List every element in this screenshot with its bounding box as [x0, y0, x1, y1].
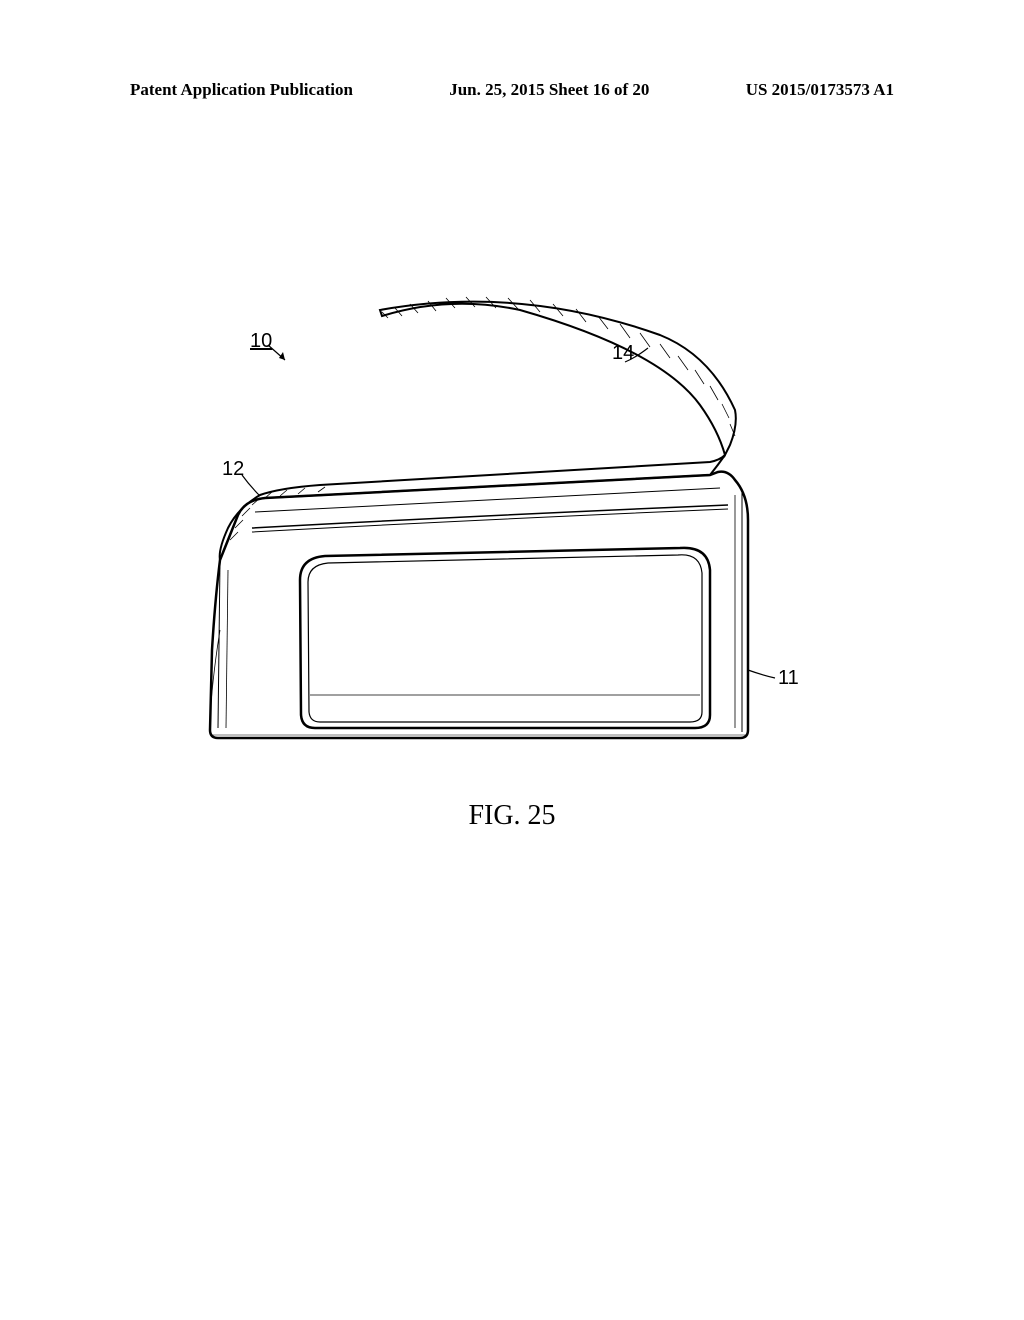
- reference-label-10: 10: [250, 330, 272, 353]
- header-publication-type: Patent Application Publication: [130, 80, 353, 100]
- patent-drawing: [170, 280, 810, 780]
- figure-25: 10 14 12 11: [170, 280, 810, 780]
- reference-label-12: 12: [222, 458, 244, 481]
- page-header: Patent Application Publication Jun. 25, …: [0, 80, 1024, 100]
- header-publication-number: US 2015/0173573 A1: [746, 80, 894, 100]
- reference-label-11: 11: [778, 667, 799, 690]
- reference-label-14: 14: [612, 342, 634, 365]
- figure-caption: FIG. 25: [0, 800, 1024, 832]
- header-date-sheet: Jun. 25, 2015 Sheet 16 of 20: [449, 80, 649, 100]
